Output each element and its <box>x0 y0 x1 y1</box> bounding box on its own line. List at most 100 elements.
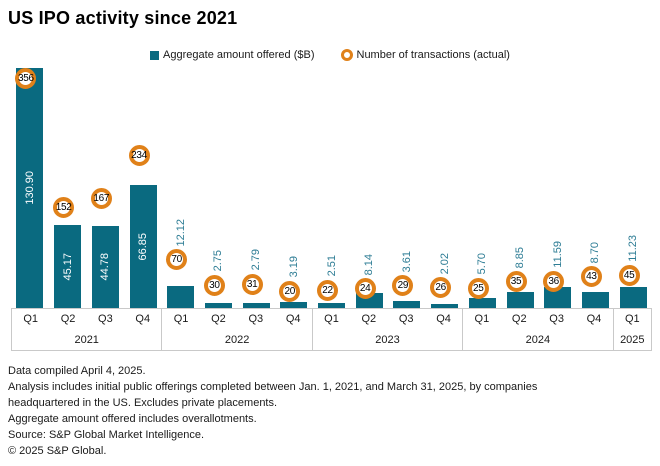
bar <box>280 302 308 308</box>
x-axis-quarter-label: Q1 <box>324 313 339 326</box>
x-axis-quarter-label: Q1 <box>173 313 189 326</box>
x-axis-year-group: Q1 Q2 Q3 Q4 2023 <box>313 309 464 350</box>
transaction-count-badge: 29 <box>392 275 414 297</box>
legend-point-label: Number of transactions (actual) <box>356 49 510 61</box>
bar <box>204 303 232 308</box>
amount-value: 11.23 <box>627 235 640 262</box>
footnote-line: © 2025 S&P Global. <box>8 445 107 457</box>
x-axis-quarter-label: Q3 <box>248 313 264 326</box>
footnote-line: Source: S&P Global Market Intelligence. <box>8 429 205 441</box>
bar <box>581 292 609 308</box>
amount-label: 66.85 <box>130 185 157 308</box>
x-axis-year-label: 2024 <box>525 333 551 346</box>
x-axis-quarter-label: Q1 <box>23 313 39 326</box>
transaction-count-badge: 36 <box>543 270 565 292</box>
x-axis-quarter-label: Q1 <box>624 313 640 326</box>
x-axis-quarter-label: Q3 <box>98 313 113 326</box>
amount-value: 5.70 <box>476 253 489 275</box>
legend-item-transactions: Number of transactions (actual) <box>340 49 510 61</box>
amount-value: 11.59 <box>551 240 564 268</box>
amount-value: 12.12 <box>174 218 187 247</box>
x-axis-quarter-label: Q3 <box>549 313 564 326</box>
transaction-count-badge: 30 <box>203 274 225 296</box>
transaction-count-badge: 167 <box>90 187 112 209</box>
bar <box>431 304 459 308</box>
bar <box>393 301 421 308</box>
x-axis-quarter-label: Q2 <box>361 313 377 326</box>
x-axis-quarter-label: Q4 <box>135 313 151 326</box>
amount-value: 130.90 <box>23 171 36 205</box>
x-axis-quarter-label: Q1 <box>474 313 490 326</box>
amount-label: 12.12 <box>173 219 189 247</box>
x-axis-quarter-label: Q4 <box>285 313 301 326</box>
amount-label: 11.59 <box>550 241 566 268</box>
amount-label: 2.79 <box>248 249 264 270</box>
bar <box>619 287 647 308</box>
x-axis-quarter-label: Q2 <box>511 313 527 326</box>
amount-label: 3.19 <box>286 256 302 277</box>
amount-value: 2.75 <box>212 250 225 272</box>
x-axis-year-group: Q1 Q2 Q3 Q4 2021 <box>12 309 163 350</box>
amount-value: 2.51 <box>325 255 338 277</box>
footnote-line: Analysis includes initial public offerin… <box>8 381 538 393</box>
transaction-count-badge: 356 <box>15 67 37 89</box>
amount-label: 5.70 <box>474 253 490 274</box>
bar <box>242 303 270 308</box>
bar <box>16 68 44 308</box>
bar-swatch-icon <box>150 50 160 60</box>
amount-label: 2.02 <box>437 253 453 274</box>
x-axis-quarter-label: Q4 <box>586 313 602 326</box>
x-axis-quarter-label: Q4 <box>436 313 451 326</box>
amount-label: 11.23 <box>625 235 641 262</box>
transaction-count-badge: 70 <box>166 249 188 271</box>
amount-label: 8.14 <box>361 254 377 275</box>
amount-value: 3.19 <box>287 256 300 278</box>
amount-value: 66.85 <box>137 232 149 261</box>
amount-value: 8.14 <box>363 253 376 276</box>
bar <box>129 185 157 308</box>
x-axis-year-label: 2025 <box>620 333 645 346</box>
amount-label: 44.78 <box>92 226 119 308</box>
bar <box>318 303 345 308</box>
amount-label: 45.17 <box>54 225 81 308</box>
transaction-count-badge: 24 <box>354 278 376 300</box>
x-axis: Q1 Q2 Q3 Q4 2021 Q1 Q2 Q3 Q4 2022 Q1 Q2 Q3 Q4 2023 Q1 Q2… <box>11 308 652 351</box>
amount-value: 44.78 <box>99 253 112 281</box>
transaction-count-badge: 22 <box>317 279 338 301</box>
transaction-count-badge: 20 <box>279 280 301 302</box>
transaction-count-badge: 25 <box>467 277 489 299</box>
x-axis-year-group: Q1 Q2 Q3 Q4 2024 <box>463 309 614 350</box>
transaction-count-badge: 234 <box>128 144 150 166</box>
transaction-count-badge: 45 <box>618 264 640 286</box>
amount-value: 3.61 <box>400 250 413 273</box>
x-axis-quarter-label: Q2 <box>60 313 76 326</box>
chart-legend: Aggregate amount offered ($B) Number of … <box>0 49 660 61</box>
amount-label: 2.75 <box>210 250 226 271</box>
amount-value: 8.85 <box>514 246 526 269</box>
bar <box>54 225 82 308</box>
amount-label: 8.70 <box>587 242 603 263</box>
x-axis-year-group: Q1 2025 <box>614 309 651 350</box>
circle-swatch-icon <box>340 49 353 61</box>
x-axis-year-label: 2023 <box>375 333 400 346</box>
transaction-count-badge: 152 <box>53 197 75 218</box>
chart-plot-area: 130.90 356 45.17 152 44.78 167 66.85 234 12.12 70… <box>15 67 647 308</box>
chart-footnotes: Data compiled April 4, 2025. Analysis in… <box>8 363 537 459</box>
transaction-count-badge: 26 <box>430 277 452 298</box>
legend-bar-label: Aggregate amount offered ($B) <box>163 49 315 61</box>
amount-label: 8.85 <box>512 247 528 268</box>
x-axis-year-label: 2022 <box>224 333 250 346</box>
bar <box>167 286 195 308</box>
bar <box>91 226 119 308</box>
footnote-line: headquartered in the US. Excludes privat… <box>8 397 278 409</box>
bar <box>506 292 534 308</box>
amount-value: 2.79 <box>250 249 263 271</box>
footnote-line: Data compiled April 4, 2025. <box>8 365 146 377</box>
amount-label: 3.61 <box>399 251 415 272</box>
footnote-line: Aggregate amount offered includes overal… <box>8 413 257 425</box>
x-axis-quarter-label: Q3 <box>398 313 414 326</box>
amount-value: 2.02 <box>438 252 451 274</box>
amount-value: 8.70 <box>589 241 602 264</box>
x-axis-year-label: 2021 <box>74 333 99 346</box>
